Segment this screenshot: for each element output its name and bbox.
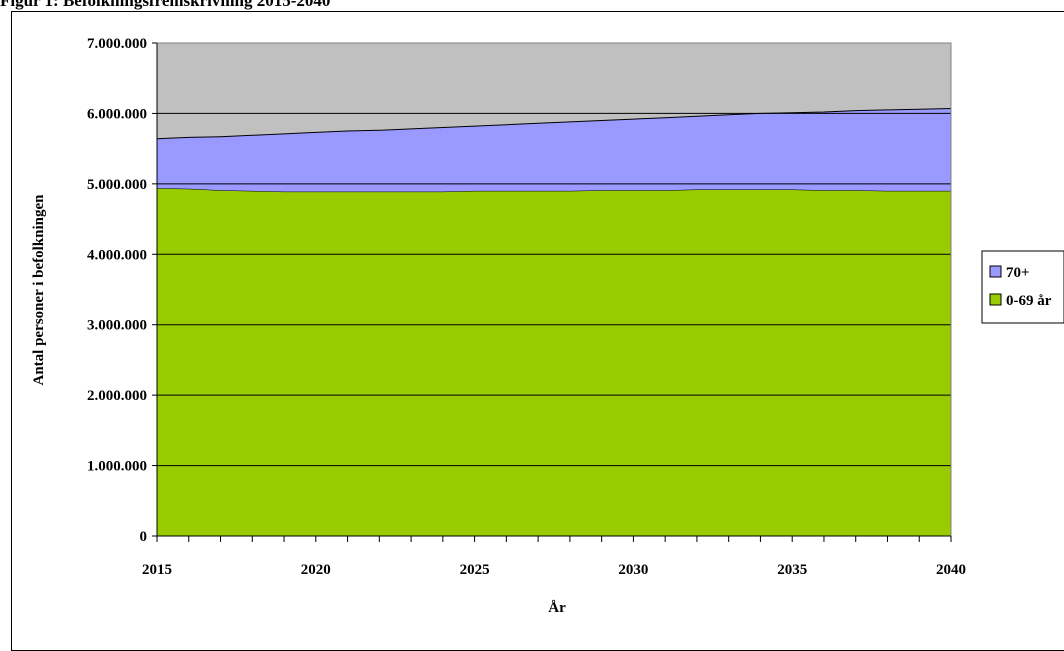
- legend-label-0-69: 0-69 år: [1006, 293, 1052, 309]
- x-tick-label-3: 2030: [618, 562, 648, 578]
- legend-swatch-0-69: [989, 293, 1002, 306]
- y-tick-label-3: 3.000.000: [87, 318, 147, 334]
- x-tick-label-5: 2040: [936, 562, 966, 578]
- x-axis-title: År: [548, 600, 566, 616]
- y-tick-label-4: 4.000.000: [87, 247, 147, 263]
- x-tick-label-0: 2015: [142, 562, 172, 578]
- y-axis-title: Antal personer i befolkningen: [31, 194, 47, 386]
- series-layer: [156, 108, 952, 536]
- legend-swatch-70-plus: [989, 265, 1002, 278]
- legend: 70+ 0-69 år: [981, 250, 1064, 324]
- y-tick-label-7: 7.000.000: [87, 36, 147, 52]
- y-tick-label-6: 6.000.000: [87, 106, 147, 122]
- y-tick-label-2: 2.000.000: [87, 388, 147, 404]
- x-tick-label-2: 2025: [460, 562, 490, 578]
- y-tick-label-1: 1.000.000: [87, 459, 147, 475]
- legend-box: [981, 250, 1064, 324]
- legend-label-70-plus: 70+: [1006, 265, 1030, 281]
- figure-title: Figur 1: Befolkningsfremskrivning 2015-2…: [0, 0, 331, 10]
- series-area-0-69-r: [157, 188, 951, 536]
- series-line-70-: [156, 108, 952, 140]
- y-tick-label-0: 0: [140, 529, 148, 545]
- x-tick-label-1: 2020: [301, 562, 331, 578]
- y-tick-label-5: 5.000.000: [87, 177, 147, 193]
- axes: 0 1.000.000 2.000.000 3.000.000 4.000.000 5.0…: [87, 36, 966, 578]
- x-tick-label-4: 2035: [777, 562, 807, 578]
- area-chart: 0 1.000.000 2.000.000 3.000.000 4.000.000 5.0…: [31, 36, 1064, 616]
- series-area-70-: [157, 108, 951, 192]
